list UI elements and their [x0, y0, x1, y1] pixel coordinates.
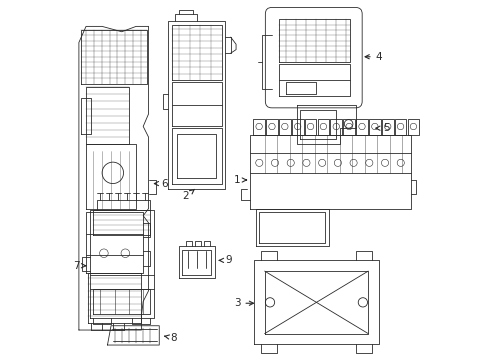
Text: 8: 8 — [165, 333, 177, 343]
Text: 9: 9 — [220, 255, 232, 265]
Text: 2: 2 — [183, 189, 195, 201]
Text: 6: 6 — [154, 179, 168, 189]
Text: 3: 3 — [234, 298, 253, 308]
Text: 1: 1 — [233, 175, 246, 185]
Text: 5: 5 — [376, 123, 390, 133]
Text: 4: 4 — [365, 52, 382, 62]
FancyBboxPatch shape — [266, 8, 362, 108]
Text: 7: 7 — [73, 261, 86, 271]
